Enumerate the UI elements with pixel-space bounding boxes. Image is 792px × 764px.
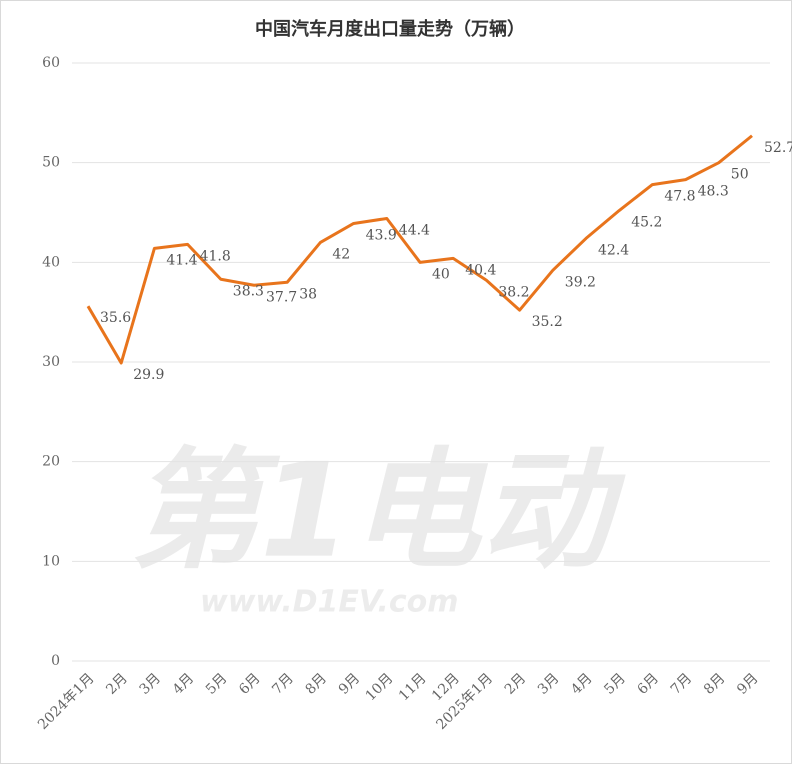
data-label: 35.2: [532, 314, 563, 330]
data-label: 44.4: [399, 222, 430, 238]
data-label: 47.8: [664, 189, 695, 205]
y-tick-label: 40: [42, 254, 60, 270]
y-tick-label: 10: [42, 553, 60, 569]
y-tick-label: 0: [51, 653, 60, 669]
data-label: 41.8: [200, 248, 231, 264]
data-label: 45.2: [631, 215, 662, 231]
data-label: 41.4: [166, 252, 197, 268]
y-tick-label: 30: [42, 354, 60, 370]
data-label: 38: [299, 286, 317, 302]
data-label: 38.2: [498, 284, 529, 300]
data-label: 48.3: [698, 184, 729, 200]
y-tick-label: 50: [42, 155, 60, 171]
series-line: [86, 134, 753, 365]
data-label: 35.6: [100, 310, 131, 326]
data-label: 38.3: [233, 283, 264, 299]
data-label: 42: [332, 246, 350, 262]
watermark-url: www.D1EV.com: [200, 585, 459, 620]
y-tick-label: 20: [42, 454, 60, 470]
data-label: 50: [731, 167, 749, 183]
data-label: 43.9: [366, 227, 397, 243]
data-label: 40: [432, 266, 450, 282]
data-label: 42.4: [598, 242, 629, 258]
chart-title: 中国汽车月度出口量走势（万辆）: [255, 18, 525, 40]
data-label: 52.7: [764, 140, 792, 156]
watermark-logo: 第1电动: [130, 435, 626, 587]
data-label: 37.7: [266, 289, 297, 305]
data-label: 40.4: [465, 262, 496, 278]
data-label: 29.9: [133, 367, 164, 383]
y-tick-label: 60: [42, 55, 60, 71]
data-label: 39.2: [565, 274, 596, 290]
